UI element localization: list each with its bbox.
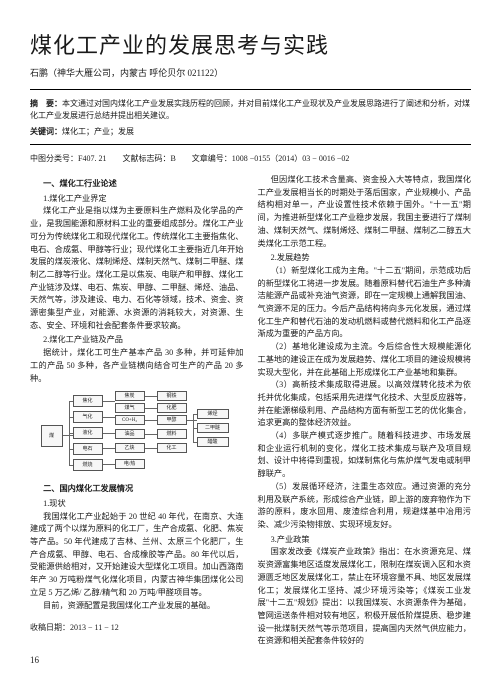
article-title: 煤化工产业的发展思考与实践 [30,28,471,60]
abstract-text: 本文通过对国内煤化工产业发展实践历程的回顾，并对目前煤化工产业现状及产业发展思路… [30,99,470,120]
right-column: 但因煤化工技术含量高、资金投入大等特点，我国煤化工产业发展相当长的时期处于落后国… [258,174,472,648]
doc-code: 文献标志码：B [122,154,175,163]
section-1-1: 1.煤化工产业界定 [30,193,244,206]
diagram-node: 化肥 [157,403,187,413]
diagram-node: 焦炭 [115,391,145,401]
para-r4: （3）高新技术集成取得进展。以高效煤转化技术为依托并优化集成，包括采用先进煤气化… [258,379,472,430]
diagram-node: 燃烧 [73,459,103,471]
article-id: 文章编号：1008 −0155（2014）03 − 0016 −02 [192,154,350,163]
diagram-connector [187,420,197,421]
diagram-node: 焦化 [73,395,103,407]
diagram-node: 燃料 [157,429,187,439]
diagram-node: CO+H₂ [115,415,145,425]
keywords-text: 煤化工；产业；发展 [62,127,134,136]
diagram-connector [103,401,115,402]
diagram-node: 甲醇 [157,415,187,425]
section-2-2: 2.发展趋势 [258,252,472,265]
diagram-node: 化工 [157,443,187,453]
para-l4: 目前，资源配置是我国煤化工产业发展的基础。 [30,600,244,613]
page-number: 16 [30,655,39,665]
body-columns: 一、煤化工行业论述 1.煤化工产业界定 煤化工产业是指以煤为主要原料生产燃料及化… [30,174,471,648]
keywords-label: 关键词： [30,127,62,136]
diagram-connector [103,433,115,434]
diagram-node: 液化 [73,427,103,439]
received-date: 收稿日期：2013 − 11 − 12 [30,622,244,634]
section-1: 一、煤化工行业论述 [30,178,244,191]
para-l1: 煤化工产业是指以煤为主要原料生产燃料及化学品的产业，是我国能源和原材料工业的重要… [30,205,244,332]
diagram-node: 电石 [73,443,103,455]
diagram-node: 烯烃 [197,409,229,419]
abstract: 摘 要：本文通过对国内煤化工产业发展实践历程的回顾，并对目前煤化工产业现状及产业… [30,98,471,122]
diagram-connector [145,434,157,435]
section-2-1: 1.现状 [30,498,244,511]
abstract-label: 摘 要： [30,99,62,108]
diagram-node: 钢铁 [157,391,187,401]
clc: 中图分类号：F407. 21 [30,154,106,163]
diagram-connector [63,435,73,436]
diagram-node: 气化 [73,411,103,423]
para-l2: 据统计，煤化工可生产基本产品 30 多种，并可延伸加工的产品 50 多种，各产业… [30,347,244,385]
diagram-connector [145,420,157,421]
para-r2: （1）新型煤化工成为主角。"十二五"期间，示范成功后的新型煤化工将进一步发展。随… [258,265,472,341]
author-line: 石鹏（神华大雁公司，内蒙古 呼伦贝尔 021122） [30,66,471,79]
divider-top [30,89,471,90]
para-r5: （4）多联产模式逐步推广。随着科技进步、市场发展和企业运行机制的变化，煤化工技术… [258,430,472,481]
section-2: 二、国内煤化工发展情况 [30,483,244,496]
diagram-node: 醋酸 [197,437,229,447]
keywords: 关键词：煤化工；产业；发展 [30,126,471,138]
diagram-connector [145,408,157,409]
para-r7: 国家发改委《煤炭产业政策》指出：在水资源充足、煤炭资源富集地区适度发展煤化工，限… [258,546,472,648]
para-r3: （2）基地化建设成为主流。今后综合性大规模能源化工基地的建设正在成为发展趋势、煤… [258,341,472,379]
diagram-connector [145,448,157,449]
diagram-connector [103,448,115,449]
divider-bottom [30,144,471,145]
diagram-node: 乙炔 [115,443,145,453]
diagram-connector [103,464,115,465]
section-3: 3.产业政策 [258,534,472,547]
diagram-node: 油品 [115,429,145,439]
classification-line: 中图分类号：F407. 21 文献标志码：B 文章编号：1008 −0155（2… [30,153,471,164]
diagram-node: 电/热 [115,459,145,469]
left-column: 一、煤化工行业论述 1.煤化工产业界定 煤化工产业是指以煤为主要原料生产燃料及化… [30,174,244,648]
para-r6: （5）发展循环经济，注重生态效应。通过资源的充分利用及联产系统，形成综合产业链，… [258,481,472,532]
diagram-connector [103,417,115,418]
para-r1: 但因煤化工技术含量高、资金投入大等特点，我国煤化工产业发展相当长的时期处于落后国… [258,174,472,250]
para-l3: 我国煤化工产业起始于 20 世纪 40 年代，在南京、大连建成了两个以煤为原料的… [30,511,244,600]
diagram-node: 二甲醚 [197,423,229,433]
diagram-node: 煤 [41,425,63,447]
flow-diagram: 煤 焦化气化液化电石燃烧 焦炭煤气 CO+H₂ 油品乙炔电/热 钢铁化肥甲醇燃料化工 烯烃二… [39,389,235,479]
section-1-2: 2.煤化工产业链及产品 [30,334,244,347]
diagram-connector [145,396,157,397]
diagram-node: 煤气 [115,403,145,413]
